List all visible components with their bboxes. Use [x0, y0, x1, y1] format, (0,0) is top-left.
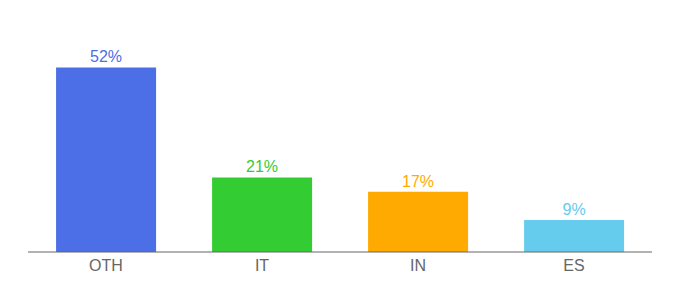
- svg-text:9%: 9%: [563, 201, 586, 218]
- svg-text:17%: 17%: [402, 173, 434, 190]
- svg-text:21%: 21%: [246, 158, 278, 175]
- svg-text:ES: ES: [563, 257, 584, 274]
- svg-text:52%: 52%: [90, 48, 122, 65]
- svg-text:IT: IT: [255, 257, 269, 274]
- svg-text:IN: IN: [410, 257, 426, 274]
- svg-text:OTH: OTH: [89, 257, 123, 274]
